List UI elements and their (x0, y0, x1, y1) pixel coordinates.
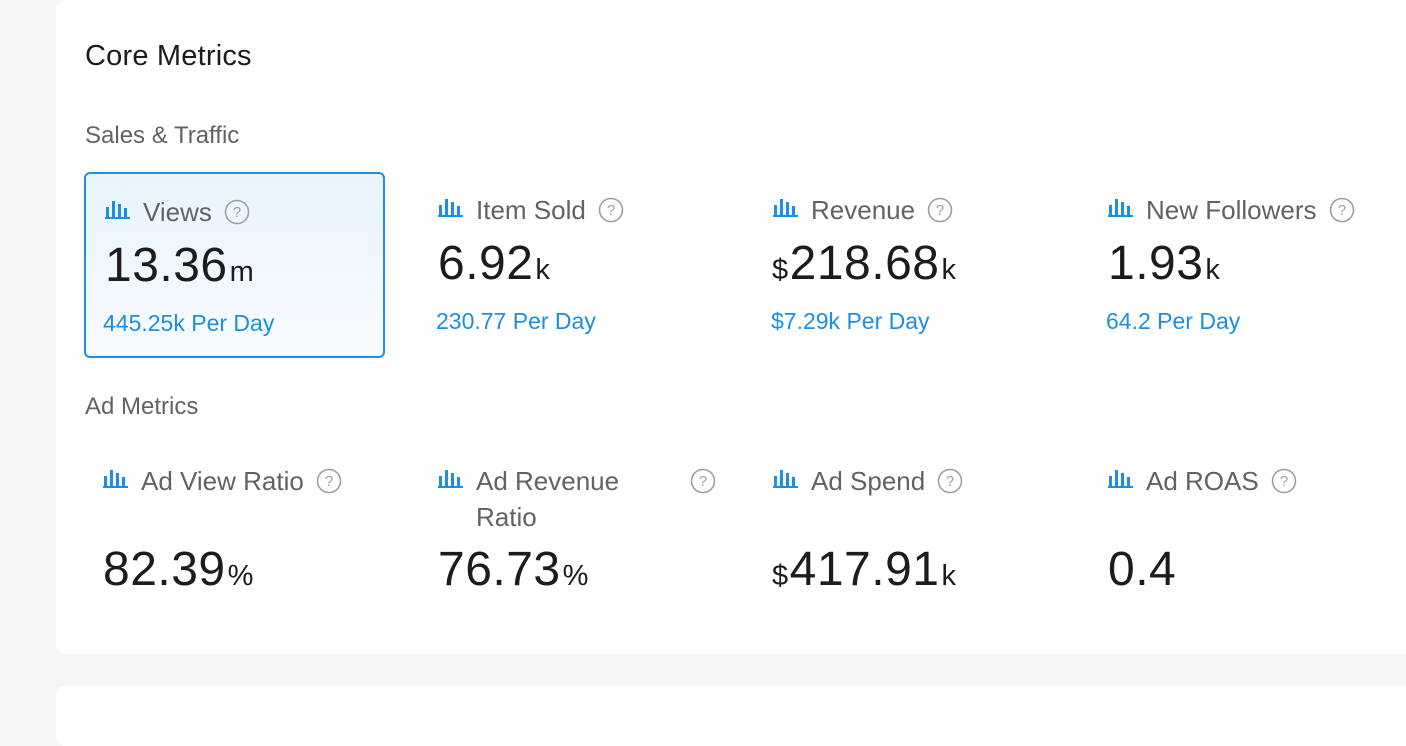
svg-text:?: ? (607, 202, 615, 219)
metric-card-item-sold[interactable]: Item Sold ? 6.92k 230.77 Per Day (419, 172, 720, 358)
bar-chart-icon (773, 199, 798, 217)
next-card (56, 686, 1406, 746)
metric-label: Ad ROAS (1146, 466, 1259, 496)
metric-label: Ad Spend (811, 466, 926, 496)
help-circle-icon[interactable]: ? (316, 468, 342, 494)
help-circle-icon[interactable]: ? (690, 468, 716, 494)
metric-card-ad-view-ratio[interactable]: Ad View Ratio ? 82.39% (84, 444, 385, 614)
metric-card-ad-spend[interactable]: Ad Spend ? $417.91k (754, 444, 1055, 614)
svg-text:?: ? (946, 473, 954, 490)
metric-per-day: $7.29k Per Day (771, 308, 930, 334)
bar-chart-icon (103, 470, 128, 488)
section-label-sales-traffic: Sales & Traffic (85, 122, 240, 149)
metric-label: Ad Revenue Ratio (476, 466, 620, 532)
help-circle-icon[interactable]: ? (927, 197, 953, 223)
help-circle-icon[interactable]: ? (1271, 468, 1297, 494)
bar-chart-icon (773, 470, 798, 488)
metric-label: Item Sold (476, 195, 586, 225)
svg-text:?: ? (1337, 202, 1345, 219)
bar-chart-icon (438, 199, 463, 217)
svg-text:?: ? (699, 473, 707, 490)
svg-text:?: ? (233, 204, 241, 221)
svg-text:?: ? (936, 202, 944, 219)
metric-value: 82.39% (103, 543, 254, 596)
metric-per-day: 64.2 Per Day (1106, 308, 1241, 334)
metric-per-day: 445.25k Per Day (103, 310, 275, 336)
metric-card-new-followers[interactable]: New Followers ? 1.93k 64.2 Per Day (1089, 172, 1390, 358)
metric-value: 1.93k (1108, 237, 1221, 290)
help-circle-icon[interactable]: ? (224, 199, 250, 225)
metric-card-ad-revenue-ratio[interactable]: Ad Revenue Ratio ? 76.73% (419, 444, 720, 614)
metric-label: Revenue (811, 195, 916, 225)
metric-value: 13.36m (105, 239, 255, 292)
bar-chart-icon (1108, 199, 1133, 217)
svg-text:?: ? (325, 473, 333, 490)
metric-label: Ad View Ratio (141, 466, 304, 496)
svg-text:?: ? (1280, 473, 1288, 490)
metric-card-ad-roas[interactable]: Ad ROAS ? 0.4 (1089, 444, 1390, 614)
section-label-ad-metrics: Ad Metrics (85, 393, 199, 420)
help-circle-icon[interactable]: ? (1329, 197, 1355, 223)
metric-value: $417.91k (772, 543, 957, 596)
bar-chart-icon (438, 470, 463, 488)
metric-per-day: 230.77 Per Day (436, 308, 596, 334)
core-metrics-card: Core Metrics Sales & Traffic Views ? 13.… (56, 0, 1406, 654)
metric-value: $218.68k (772, 237, 957, 290)
metric-value: 0.4 (1108, 543, 1177, 596)
metric-value: 6.92k (438, 237, 551, 290)
card-title: Core Metrics (85, 40, 252, 72)
bar-chart-icon (105, 201, 130, 219)
metric-label: New Followers (1146, 195, 1317, 225)
metric-card-views[interactable]: Views ? 13.36m 445.25k Per Day (84, 172, 385, 358)
bar-chart-icon (1108, 470, 1133, 488)
metric-label: Views (143, 197, 212, 227)
metric-value: 76.73% (438, 543, 589, 596)
help-circle-icon[interactable]: ? (598, 197, 624, 223)
metric-card-revenue[interactable]: Revenue ? $218.68k $7.29k Per Day (754, 172, 1055, 358)
help-circle-icon[interactable]: ? (937, 468, 963, 494)
